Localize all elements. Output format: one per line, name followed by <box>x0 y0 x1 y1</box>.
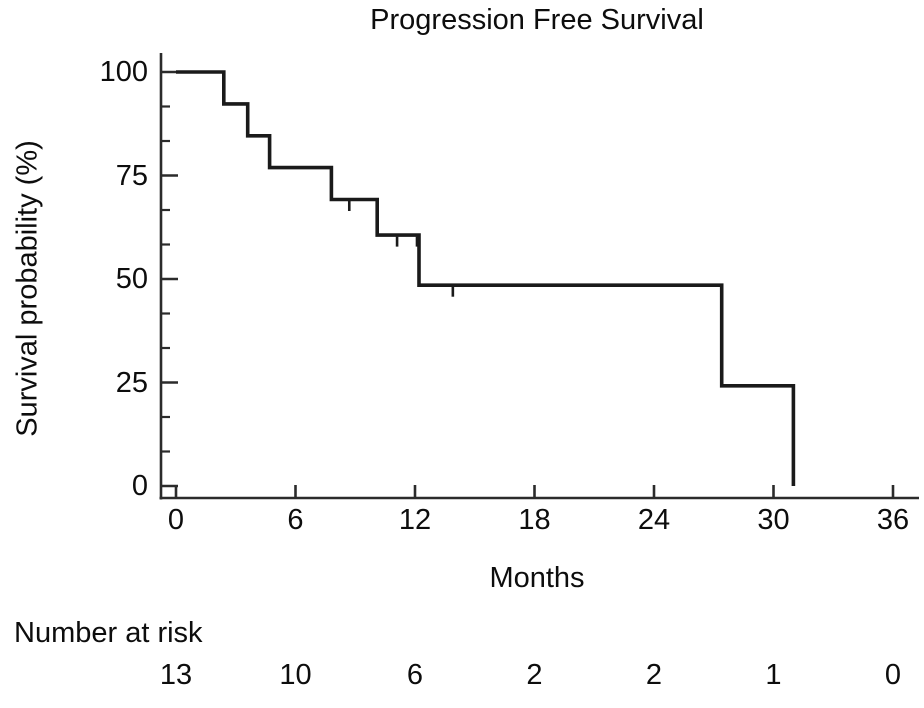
risk-count: 0 <box>884 659 902 691</box>
y-tick-label: 75 <box>115 159 148 192</box>
x-axis-title: Months <box>489 562 585 594</box>
chart-title: Progression Free Survival <box>0 4 924 37</box>
x-tick-label: 24 <box>637 504 671 536</box>
chart-title-text: Progression Free Survival <box>370 4 704 36</box>
x-tick-label: 36 <box>876 504 910 536</box>
risk-count: 6 <box>406 659 424 691</box>
x-tick-label: 18 <box>518 504 551 536</box>
risk-count: 1 <box>765 659 782 691</box>
risk-count: 13 <box>159 659 193 691</box>
risk-table-label: Number at risk <box>14 617 203 649</box>
survival-curve <box>176 70 796 486</box>
y-tick-label: 50 <box>115 263 148 295</box>
y-tick-label: 100 <box>99 56 148 88</box>
x-tick-label: 0 <box>167 504 185 536</box>
risk-count: 10 <box>279 659 312 691</box>
y-tick-label: 0 <box>131 470 148 502</box>
risk-count: 2 <box>526 659 543 691</box>
y-axis-title: Survival probability (%) <box>11 140 44 437</box>
risk-count: 2 <box>645 659 663 691</box>
x-tick-label: 12 <box>398 504 432 536</box>
y-tick-label: 25 <box>115 366 148 399</box>
x-tick-label: 6 <box>287 504 304 536</box>
x-tick-label: 30 <box>757 504 790 536</box>
